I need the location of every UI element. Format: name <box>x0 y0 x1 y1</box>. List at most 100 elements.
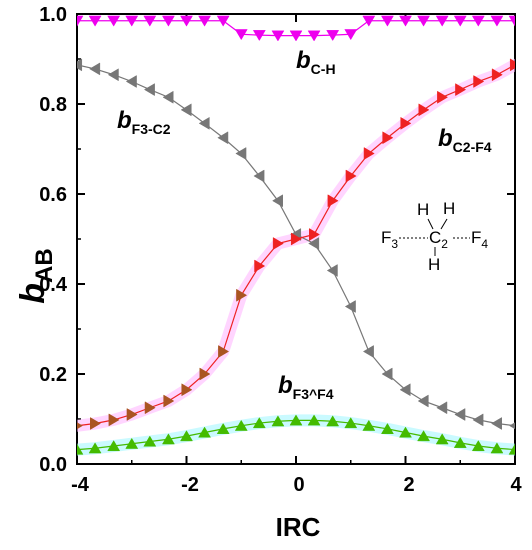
data-point <box>198 426 212 438</box>
series-layer <box>77 15 515 455</box>
data-point <box>198 116 210 130</box>
data-point <box>254 259 266 273</box>
y-tick-labels: 0.0 0.2 0.4 0.6 0.8 1.0 <box>39 4 68 476</box>
label-f3-c2-sub: F3-C2 <box>132 121 171 137</box>
series-line <box>77 64 515 427</box>
data-point <box>236 288 248 302</box>
data-point <box>307 30 321 42</box>
data-point <box>107 15 121 27</box>
data-point <box>234 29 248 41</box>
data-point <box>490 442 504 454</box>
data-point <box>345 169 357 183</box>
label-c-h-main: b <box>296 47 311 74</box>
data-point <box>252 30 266 42</box>
data-point <box>491 417 502 430</box>
x-tick-label: -4 <box>71 474 90 496</box>
atom-h3: H <box>428 255 440 274</box>
y-tick-label: 0.0 <box>39 454 67 476</box>
label-f3-f4: bF3^F4 <box>278 372 334 402</box>
data-point <box>143 15 157 27</box>
data-point <box>509 422 515 430</box>
series-0 <box>77 15 515 42</box>
data-point <box>454 408 466 421</box>
data-point <box>436 401 448 415</box>
data-point <box>180 15 193 27</box>
label-c2-f4-sub: C2-F4 <box>453 139 492 155</box>
data-point <box>309 228 320 241</box>
data-point <box>253 169 265 183</box>
y-tick-label: 0.8 <box>39 94 67 116</box>
data-point <box>144 401 156 415</box>
data-point <box>125 15 139 27</box>
label-c2-f4: bC2-F4 <box>438 125 492 155</box>
data-point <box>327 194 339 208</box>
atom-f3: F3 <box>381 228 398 251</box>
data-point <box>77 422 83 430</box>
data-point <box>271 30 285 42</box>
data-point <box>272 237 284 250</box>
label-f3-c2-main: b <box>117 107 132 134</box>
data-point <box>77 15 84 27</box>
label-c2-f4-main: b <box>438 125 453 152</box>
data-point <box>289 30 303 42</box>
data-point <box>472 413 484 427</box>
data-point <box>77 443 84 455</box>
data-point <box>143 83 155 97</box>
data-point <box>326 415 340 427</box>
data-point <box>363 147 375 160</box>
data-point <box>307 414 321 426</box>
data-point <box>77 58 83 72</box>
y-axis-title-sub: AB <box>31 248 58 283</box>
data-point <box>344 417 358 429</box>
data-point <box>272 194 283 208</box>
data-point <box>216 15 230 27</box>
x-tick-label: 2 <box>403 474 414 496</box>
label-f3-f4-main: b <box>278 372 293 399</box>
y-axis-title-main: b <box>14 283 52 304</box>
data-point <box>417 15 431 27</box>
data-point <box>89 62 101 76</box>
data-point <box>417 394 429 408</box>
data-point <box>399 15 412 27</box>
data-point <box>163 394 175 408</box>
label-c-h: bC-H <box>296 47 336 77</box>
data-point <box>180 103 192 117</box>
data-point <box>235 147 247 160</box>
atom-c2: C2 <box>429 228 448 251</box>
bond-c-h1 <box>427 218 434 230</box>
data-point <box>509 58 515 72</box>
data-point <box>125 437 139 449</box>
series-1 <box>77 58 515 430</box>
x-tick-label: -2 <box>181 474 199 496</box>
y-axis-title: bAB <box>14 248 58 303</box>
data-point <box>381 367 393 381</box>
label-c-h-sub: C-H <box>311 61 336 77</box>
data-point <box>418 103 430 117</box>
y-tick-label: 0.6 <box>39 184 67 206</box>
data-point <box>107 440 121 452</box>
data-point <box>417 430 431 442</box>
data-point <box>382 131 394 145</box>
data-point <box>471 440 485 452</box>
data-point <box>161 433 175 445</box>
data-point <box>455 83 467 97</box>
data-point <box>380 423 394 434</box>
data-point <box>453 15 467 27</box>
atom-h2: H <box>443 199 455 218</box>
data-point <box>326 264 338 277</box>
data-point <box>453 436 467 448</box>
data-point <box>490 15 504 27</box>
data-point <box>199 367 211 381</box>
data-point <box>435 433 449 445</box>
data-point <box>473 75 485 88</box>
data-point <box>88 442 102 454</box>
data-point <box>88 15 102 27</box>
data-point <box>326 30 340 42</box>
data-point <box>271 415 285 427</box>
label-f3-c2: bF3-C2 <box>117 107 171 137</box>
data-point <box>491 68 503 82</box>
data-point <box>362 419 376 431</box>
data-point <box>234 419 248 431</box>
series-2 <box>77 58 515 430</box>
series-glow <box>77 58 515 432</box>
